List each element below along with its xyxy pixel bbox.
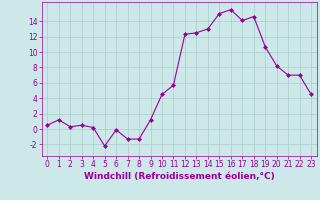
X-axis label: Windchill (Refroidissement éolien,°C): Windchill (Refroidissement éolien,°C) xyxy=(84,172,275,181)
